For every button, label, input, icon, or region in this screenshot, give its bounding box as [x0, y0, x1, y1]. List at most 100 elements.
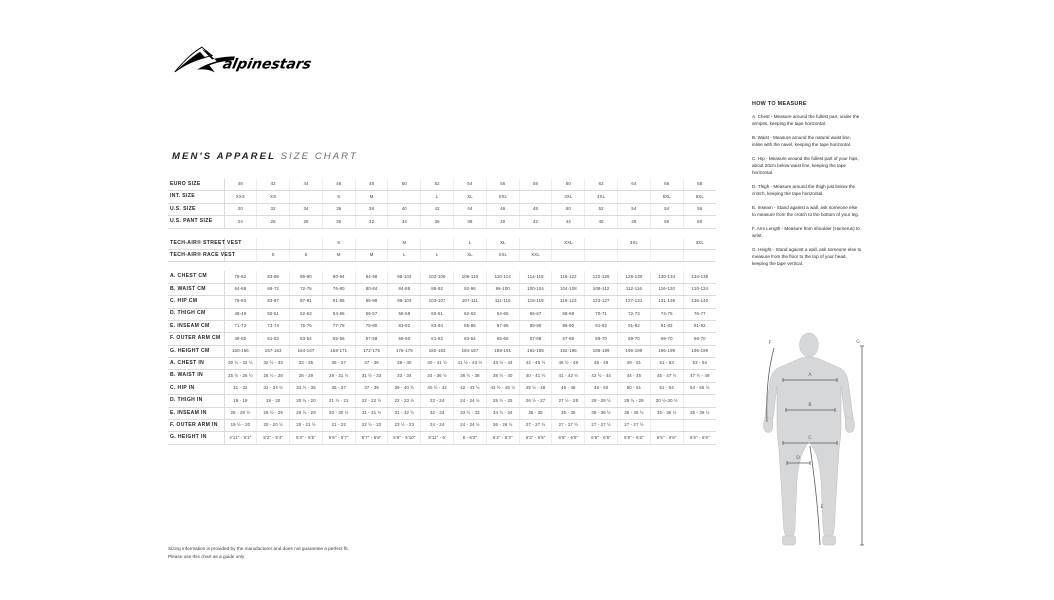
measure-item-inseam: E. Inseam - Stand against a wall, ask so… — [752, 204, 859, 217]
table-spacer-cell — [519, 228, 552, 238]
table-cell: 196-199 — [683, 345, 716, 359]
table-cell: 3XL — [617, 237, 651, 250]
table-cell: 83-86 — [256, 271, 291, 284]
row-label: D. THIGH IN — [168, 394, 225, 408]
row-label: G. HEIGHT IN — [168, 431, 225, 445]
diagram-label-arm: F — [769, 340, 772, 346]
table-cell: 115-119 — [519, 295, 553, 309]
table-cell: 56 — [486, 179, 520, 192]
table-cell: 30 — [322, 215, 356, 229]
table-spacer-cell — [168, 262, 224, 272]
table-cell: M — [387, 237, 422, 250]
table-cell: 83-84 — [420, 320, 455, 334]
table-row: F. OUTER ARM IN 19 ½ - 20 20 - 20 ½ 20 - 21… — [168, 419, 716, 433]
table-cell: 67-68 — [551, 332, 586, 346]
row-label: TECH-AIR® STREET VEST — [168, 237, 241, 250]
page-title-strong: MEN'S APPAREL — [172, 151, 276, 162]
table-cell: 49 - 51 — [617, 357, 651, 371]
table-cell: 65-66 — [486, 332, 520, 346]
row-label: B. WAIST CM — [168, 283, 225, 297]
table-spacer-cell — [486, 228, 519, 238]
measure-item-chest: A. Chest - Measure around the fullest pa… — [752, 114, 860, 126]
table-cell: 55-56 — [322, 332, 356, 346]
table-cell: 38 — [453, 215, 487, 229]
table-cell: 91-92 — [584, 320, 619, 334]
table-cell: 57-58 — [355, 332, 389, 346]
table-cell: 70-71 — [584, 308, 619, 321]
table-cell: L — [387, 249, 422, 263]
table-cell: 69-70 — [617, 332, 651, 346]
table-cell: 6'5" - 6'6" — [683, 431, 716, 445]
table-cell: 46 - 48 — [551, 382, 586, 396]
table-cell: 91-95 — [322, 295, 356, 309]
table-cell: 91-92 — [617, 320, 651, 334]
table-cell: 31 ½ - 33 — [355, 369, 389, 383]
table-cell: 48 — [224, 179, 258, 192]
table-cell: 34 ½ - 34 — [486, 407, 520, 421]
table-row: D. THIGH CM 48-49 50-51 52-53 54-55 56-57 58-5… — [168, 308, 716, 321]
table-cell: 45 ½ - 48 — [519, 382, 553, 396]
table-cell: 75-76 — [289, 320, 323, 334]
table-cell: XXL — [519, 249, 553, 263]
table-cell: 30 ½ - 32 ½ — [224, 357, 258, 371]
table-spacer-cell — [355, 262, 388, 272]
table-cell: 88-92 — [420, 283, 455, 297]
table-cell: 36 — [420, 215, 455, 229]
table-row: G. HEIGHT CM 150-156 157-163 164-167 168-171… — [168, 345, 716, 359]
table-cell: 68-69 — [551, 308, 586, 321]
row-label: D. THIGH CM — [168, 308, 225, 321]
table-cell: 5XL — [650, 190, 684, 204]
table-cell: 119-123 — [551, 295, 586, 309]
table-cell: 63-64 — [453, 332, 487, 346]
table-cell: L — [420, 190, 455, 204]
row-label: A. CHEST CM — [168, 271, 225, 284]
table-spacer-cell — [650, 228, 683, 238]
table-cell: 45 - 47 ½ — [650, 369, 684, 383]
table-cell: 21 ½ - 21 — [322, 394, 356, 408]
table-cell: 89-90 — [519, 320, 553, 334]
table-cell: 85-86 — [453, 320, 487, 334]
table-cell-empty — [683, 394, 716, 408]
table-cell: 23 - 24 — [420, 394, 455, 408]
table-cell: 5'2" - 5'4" — [256, 431, 291, 445]
table-cell: 33 - 35 — [289, 357, 323, 371]
table-row: F. OUTER ARM CM 49-50 51-52 53-54 55-56 57-58… — [168, 332, 716, 346]
table-cell: 34 — [387, 215, 422, 229]
table-cell: 47 ½ - 49 — [683, 369, 716, 383]
table-cell: 19 ½ - 20 — [224, 419, 258, 433]
table-cell-empty — [387, 190, 422, 204]
table-cell: 4'11" - 5'1" — [224, 431, 258, 445]
table-cell: 40 ½ - 42 — [420, 382, 455, 396]
row-label: U.S. SIZE — [168, 203, 225, 217]
table-cell: 79-83 — [224, 295, 258, 309]
table-cell-empty — [584, 237, 619, 250]
table-cell: 95-99 — [355, 295, 389, 309]
table-cell: 126-130 — [617, 271, 651, 284]
table-cell: M — [355, 249, 389, 263]
table-cell: 79-80 — [355, 320, 389, 334]
table-cell: 100-104 — [519, 283, 553, 297]
table-cell: 44 — [551, 215, 586, 229]
table-cell: 180-183 — [420, 345, 455, 359]
table-cell: 36 ½ - 38 — [453, 369, 487, 383]
row-label: A. CHEST IN — [168, 357, 225, 371]
table-cell-empty — [256, 237, 291, 250]
table-cell: 31 - 32 ½ — [387, 407, 422, 421]
table-cell: 110-114 — [486, 271, 520, 284]
table-cell: 28 - 28 ½ — [224, 407, 258, 421]
table-cell: 6 - 6'2" — [453, 431, 487, 445]
table-cell: L — [453, 237, 487, 250]
table-cell: 6XL — [683, 190, 716, 204]
table-cell-empty — [650, 237, 684, 250]
table-cell: 35 - 36 ½ — [650, 407, 684, 421]
table-cell: 24 - 24 — [420, 419, 455, 433]
size-chart-body: EURO SIZE 48 42 44 46 48 50 52 54 56 58 60 62 64 66 68 I… — [168, 179, 716, 445]
table-cell: 54 — [650, 203, 684, 217]
table-cell: 22 - 23 ½ — [387, 394, 422, 408]
table-cell: 123-127 — [584, 295, 619, 309]
body-silhouette — [763, 332, 855, 546]
size-chart-table: EURO SIZE 48 42 44 46 48 50 52 54 56 58 60 62 64 66 68 I… — [168, 179, 716, 445]
table-cell: 48 - 50 — [584, 382, 619, 396]
table-cell: XXS — [224, 190, 258, 204]
table-cell: 87-88 — [486, 320, 520, 334]
